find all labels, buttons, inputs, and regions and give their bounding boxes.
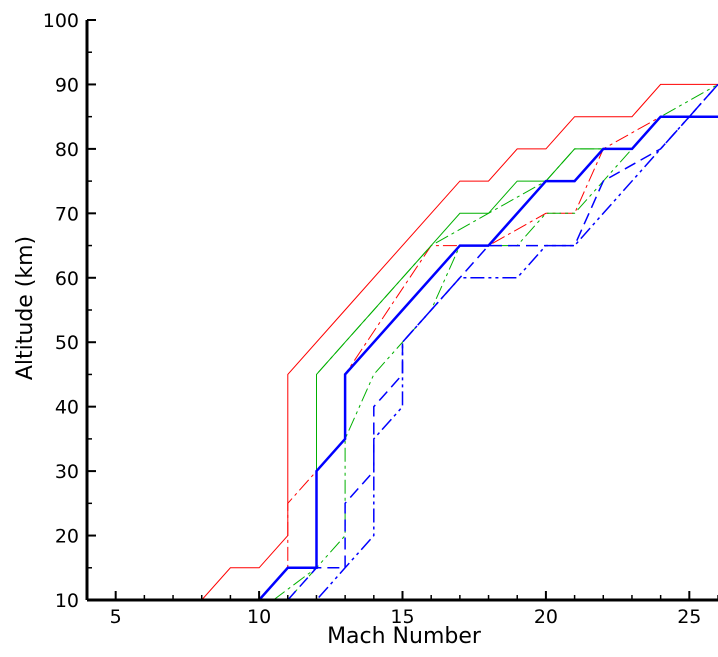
series-line-6 (258, 115, 718, 600)
y-axis-label: Altitude (km) (13, 236, 38, 380)
x-tick-label-5: 5 (110, 606, 122, 628)
series-line-2 (258, 116, 718, 600)
x-tick-label-25: 25 (677, 606, 701, 628)
series-line-8 (287, 83, 718, 600)
y-tick-label-80: 80 (55, 139, 79, 161)
x-tick-label-10: 10 (247, 606, 271, 628)
y-tick-label-40: 40 (55, 397, 79, 419)
y-tick-label-60: 60 (55, 268, 79, 290)
x-axis-label: Mach Number (327, 624, 482, 649)
series-line-1 (201, 83, 718, 600)
series-line-5 (287, 83, 718, 600)
x-tick-label-15: 15 (390, 606, 414, 628)
y-tick-label-70: 70 (55, 203, 79, 225)
y-tick-label-10: 10 (55, 590, 79, 612)
y-tick-label-100: 100 (43, 10, 79, 32)
x-tick-label-20: 20 (534, 606, 558, 628)
series-line-7 (287, 83, 718, 600)
series-line-4 (273, 116, 718, 600)
y-tick-label-50: 50 (55, 332, 79, 354)
y-tick-label-90: 90 (55, 74, 79, 96)
y-tick-label-30: 30 (55, 461, 79, 483)
series-group (201, 83, 718, 600)
y-tick-label-20: 20 (55, 526, 79, 548)
series-line-3 (287, 116, 718, 569)
